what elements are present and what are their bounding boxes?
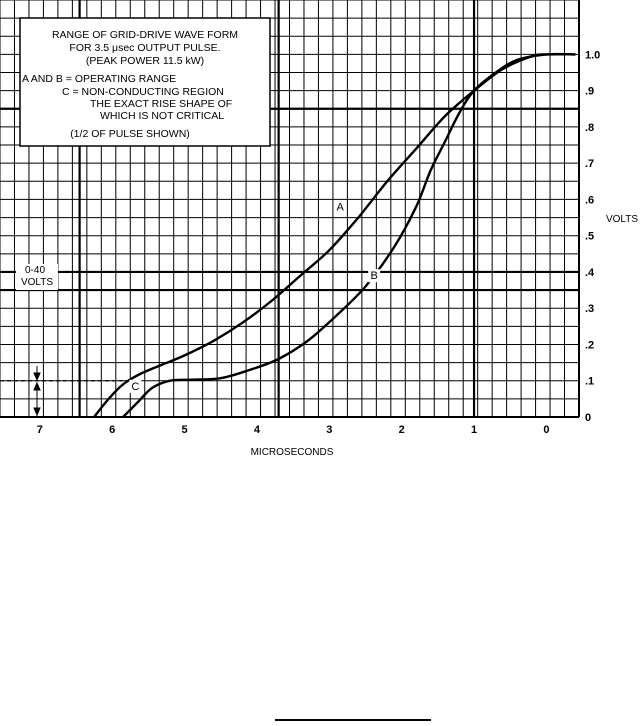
series-label-bg: [368, 269, 381, 283]
annotation-line-5: C = NON-CONDUCTING REGION: [62, 86, 224, 98]
y-tick-label: .2: [585, 339, 594, 351]
series-label-b: B: [371, 270, 378, 282]
y-tick-label: .4: [585, 267, 595, 279]
x-axis-label: MICROSECONDS: [251, 447, 334, 458]
volts-range-bg: [16, 264, 58, 290]
x-tick-label: 1: [471, 424, 477, 436]
y-tick-label: .7: [585, 158, 594, 170]
annotation-line-6: THE EXACT RISE SHAPE OF: [90, 98, 232, 110]
y-tick-label: .6: [585, 194, 594, 206]
volts-range-label-1: 0-40: [25, 265, 45, 276]
y-tick-label: .9: [585, 86, 594, 98]
region-label-c: C: [131, 381, 139, 393]
y-tick-label: 0: [585, 412, 591, 424]
y-tick-label: .5: [585, 231, 594, 243]
x-tick-label: 7: [37, 424, 43, 436]
y-tick-label: .3: [585, 303, 594, 315]
marks: 7 6 5 4 3 2 1 0 0 .1 .2 .3 .4 .5 .6 .7 .8 .9 1.0 A B C: [0, 49, 600, 436]
annotation-text: RANGE OF GRID-DRIVE WAVE FORM FOR 3.5 μs…: [22, 29, 238, 140]
annotation-box: [19, 17, 271, 147]
x-tick-label: 2: [399, 424, 405, 436]
series-label-a: A: [336, 201, 344, 213]
volts-range-label-2: VOLTS: [21, 277, 53, 288]
annotation-line-7: WHICH IS NOT CRITICAL: [100, 110, 224, 122]
y-tick-label: .8: [585, 122, 594, 134]
x-tick-label: 6: [109, 424, 115, 436]
annotation-line-3: (PEAK POWER 11.5 kW): [86, 55, 204, 67]
annotation-line-2: FOR 3.5 μsec OUTPUT PULSE.: [69, 42, 220, 54]
footer-rule: [275, 719, 431, 721]
series-line-b: [122, 52, 576, 418]
x-tick-label: 0: [543, 424, 549, 436]
y-axis-label: VOLTS: [606, 214, 638, 225]
annotation-line-8: (1/2 OF PULSE SHOWN): [70, 128, 190, 140]
x-tick-label: 5: [181, 424, 187, 436]
annotation-line-1: RANGE OF GRID-DRIVE WAVE FORM: [52, 29, 238, 41]
region-label-bg: [129, 379, 142, 393]
series-label-bg: [334, 200, 347, 214]
x-tick-label: 3: [326, 424, 332, 436]
y-tick-label: .1: [585, 376, 594, 388]
volts-range-arrows: [33, 366, 41, 417]
annotation-line-4: A AND B = OPERATING RANGE: [22, 73, 176, 85]
x-tick-label: 4: [254, 424, 261, 436]
y-tick-label: 1.0: [585, 49, 600, 61]
